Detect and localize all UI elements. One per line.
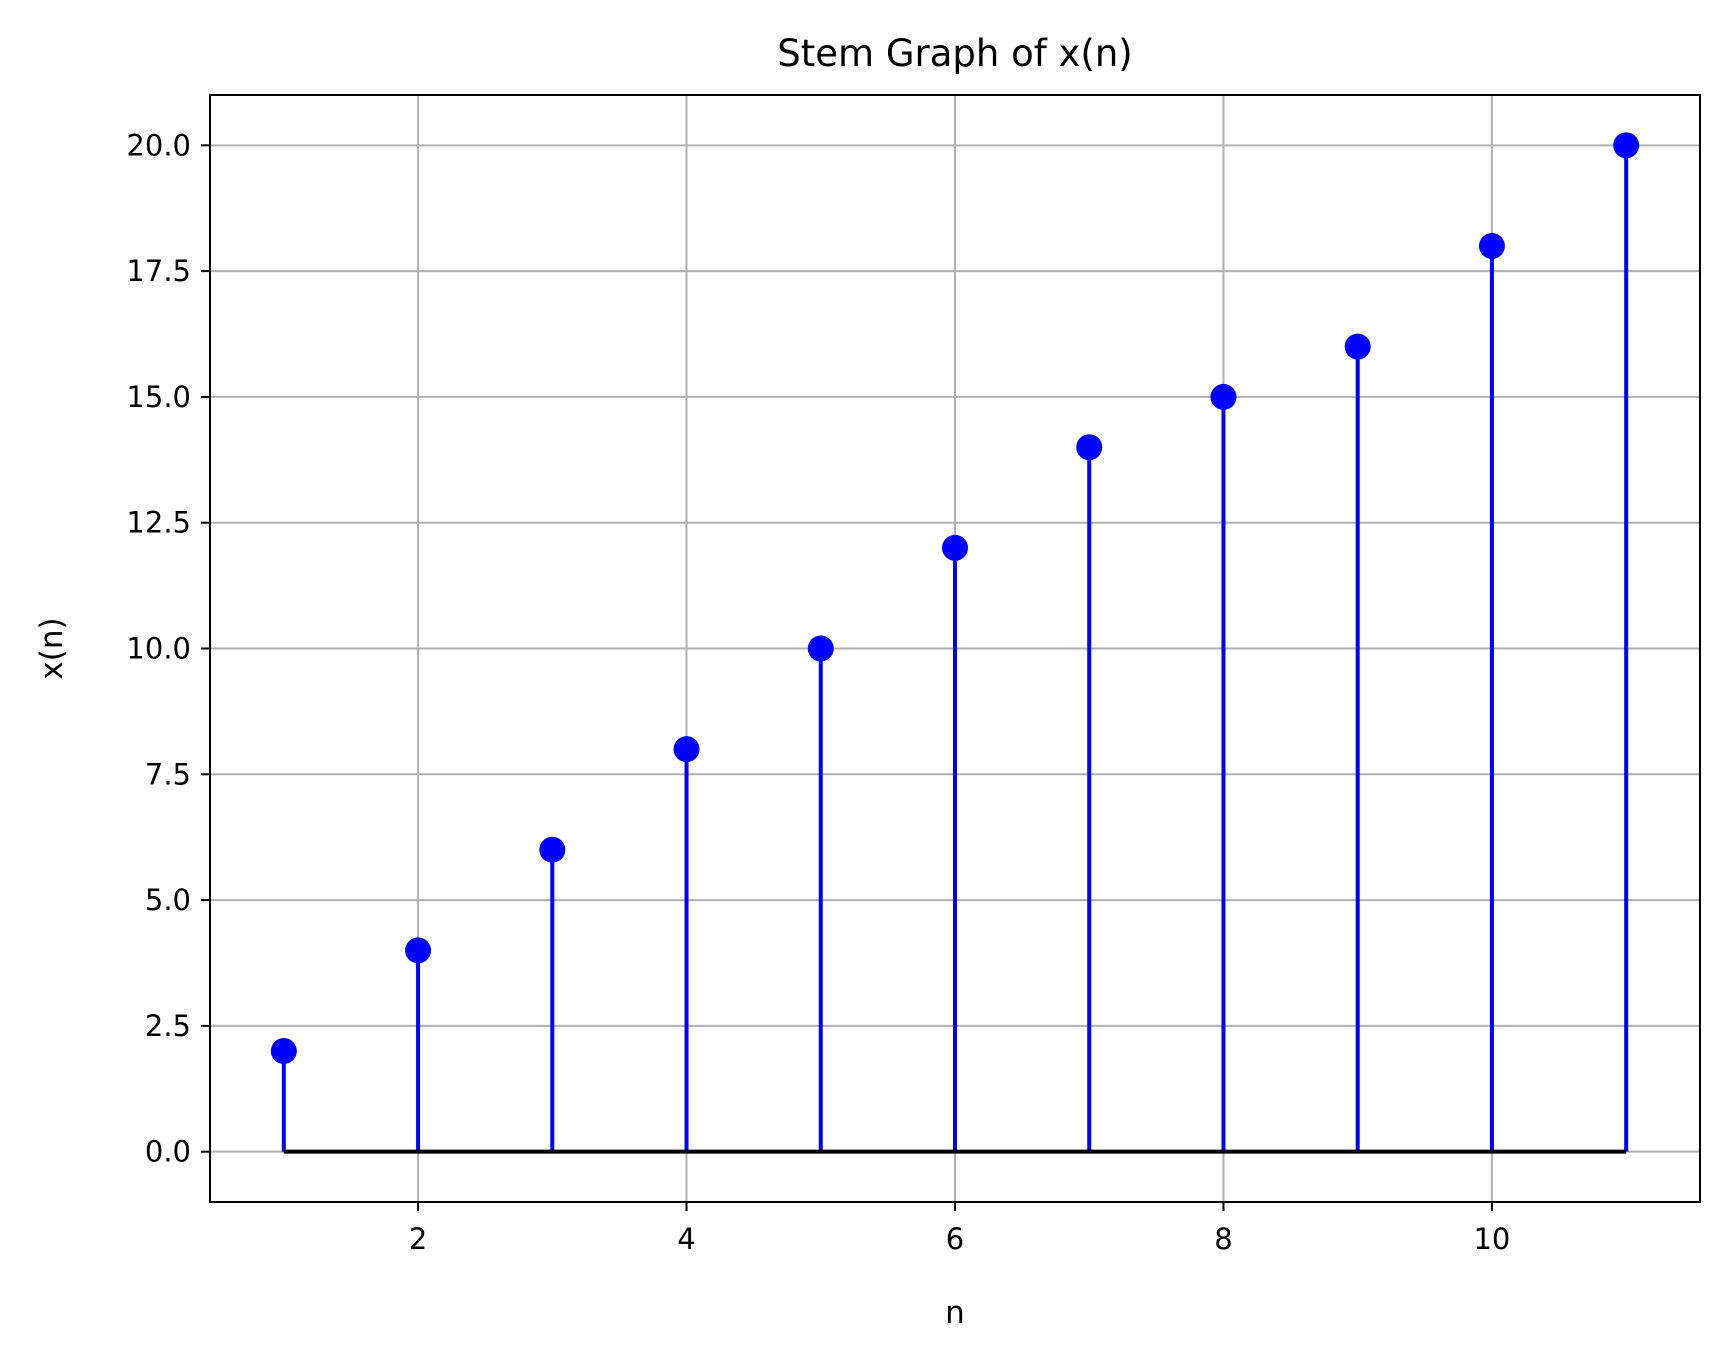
y-axis-label: x(n) <box>34 617 70 679</box>
x-axis: 2 4 6 8 10 <box>409 1202 1510 1256</box>
x-tick-label: 2 <box>409 1222 427 1256</box>
stem-marker <box>1478 232 1505 259</box>
y-tick-label: 0.0 <box>145 1135 191 1169</box>
stem-marker <box>1613 132 1640 159</box>
stem-marker <box>1076 434 1103 461</box>
y-tick-label: 17.5 <box>126 254 191 288</box>
x-axis-label: n <box>945 1295 965 1331</box>
stem-marker <box>1344 333 1371 360</box>
y-tick-label: 5.0 <box>145 883 191 917</box>
stem-marker <box>807 635 834 662</box>
chart-title: Stem Graph of x(n) <box>777 32 1132 75</box>
stem-marker <box>1210 383 1237 410</box>
stem-marker <box>673 736 700 763</box>
x-tick-label: 8 <box>1214 1222 1232 1256</box>
y-tick-label: 7.5 <box>145 757 191 791</box>
plot-area <box>209 94 1701 1203</box>
x-tick-label: 10 <box>1473 1222 1510 1256</box>
stem-marker <box>942 534 968 561</box>
stem-marker <box>270 1038 297 1065</box>
markers <box>270 132 1640 1065</box>
stem-marker <box>405 937 432 964</box>
y-tick-label: 10.0 <box>126 632 191 666</box>
y-tick-label: 2.5 <box>145 1009 191 1043</box>
y-axis: 0.0 2.5 5.0 7.5 10.0 12.5 15.0 17.5 20.0 <box>126 128 210 1169</box>
y-tick-label: 15.0 <box>126 380 191 414</box>
x-tick-label: 6 <box>946 1222 964 1256</box>
y-tick-label: 20.0 <box>126 128 191 162</box>
y-tick-label: 12.5 <box>126 506 191 540</box>
stem-marker <box>539 836 566 863</box>
stems <box>281 145 1629 1152</box>
x-tick-label: 4 <box>677 1222 695 1256</box>
